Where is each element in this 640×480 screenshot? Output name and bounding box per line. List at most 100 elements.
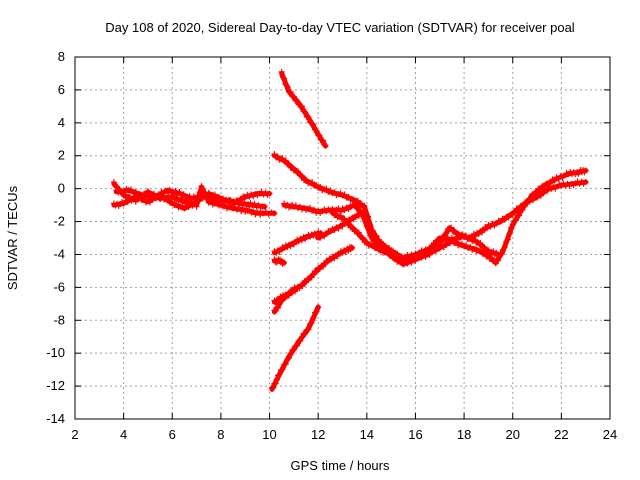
data-point — [355, 205, 362, 212]
data-point — [477, 247, 484, 254]
y-tick-label: -8 — [53, 312, 65, 327]
data-point — [359, 234, 366, 241]
data-point — [358, 200, 365, 207]
series-arc-m — [268, 304, 322, 392]
data-point — [392, 252, 399, 259]
data-point — [271, 210, 278, 217]
data-point — [428, 243, 435, 250]
y-axis-label: SDTVAR / TECUs — [5, 185, 20, 290]
data-point — [272, 307, 279, 314]
y-tick-label: -10 — [46, 345, 65, 360]
x-tick-label: 12 — [311, 427, 325, 442]
x-tick-label: 16 — [408, 427, 422, 442]
data-point — [302, 109, 309, 116]
data-point — [290, 346, 297, 353]
data-point — [287, 88, 294, 95]
data-point — [358, 210, 365, 217]
data-point — [271, 151, 278, 158]
data-point — [321, 141, 328, 148]
data-point — [495, 257, 502, 264]
data-point — [310, 121, 317, 128]
data-point — [361, 202, 368, 209]
x-tick-label: 4 — [120, 427, 127, 442]
data-point — [313, 127, 320, 134]
data-point — [305, 326, 312, 333]
data-point — [173, 201, 180, 208]
data-point — [310, 271, 317, 278]
data-point — [276, 371, 283, 378]
data-point — [320, 137, 327, 144]
data-point — [298, 237, 305, 244]
y-tick-label: 0 — [58, 181, 65, 196]
data-point — [281, 259, 288, 266]
x-tick-label: 24 — [603, 427, 617, 442]
data-point — [373, 232, 380, 239]
data-point — [333, 211, 340, 218]
data-point — [305, 276, 312, 283]
data-point — [509, 221, 516, 228]
data-point — [294, 98, 301, 105]
data-point — [448, 224, 455, 231]
series-arc-k — [271, 244, 356, 315]
data-point — [544, 187, 551, 194]
data-point — [282, 157, 289, 164]
series-trace — [271, 245, 355, 315]
data-point — [527, 196, 534, 203]
data-point — [388, 249, 395, 256]
series-trace — [281, 168, 589, 267]
data-point — [278, 68, 285, 75]
data-point — [365, 225, 372, 232]
data-point — [275, 372, 282, 379]
data-point — [294, 342, 301, 349]
data-point — [362, 216, 369, 223]
y-tick-label: 8 — [58, 49, 65, 64]
data-point — [276, 301, 283, 308]
axis-ticks: 2 4 6 8 10 12 14 16 18 20 22 2486420-2-4-6-8-10-12-… — [46, 49, 617, 442]
series-arc-f — [281, 167, 589, 268]
data-point — [110, 179, 117, 186]
x-tick-label: 8 — [217, 427, 224, 442]
series-arc-g — [329, 208, 502, 263]
data-point — [477, 239, 484, 246]
data-point — [463, 232, 470, 239]
data-point — [303, 176, 310, 183]
x-tick-label: 18 — [457, 427, 471, 442]
data-point — [495, 251, 502, 258]
data-point — [492, 260, 499, 267]
data-point — [368, 234, 375, 241]
y-tick-label: -4 — [53, 246, 65, 261]
chart-title: Day 108 of 2020, Sidereal Day-to-day VTE… — [105, 20, 575, 35]
data-point — [298, 172, 305, 179]
data-point — [287, 351, 294, 358]
data-point — [198, 183, 205, 190]
grid — [75, 57, 610, 419]
data-point — [290, 93, 297, 100]
data-point — [169, 198, 176, 205]
data-point — [317, 230, 324, 237]
data-point — [349, 224, 356, 231]
series-arc-j — [271, 256, 288, 267]
data-point — [176, 188, 183, 195]
data-point — [365, 213, 372, 220]
data-point — [533, 188, 540, 195]
data-point — [551, 177, 558, 184]
data-point — [378, 246, 385, 253]
data-point — [582, 167, 589, 174]
y-tick-label: -2 — [53, 214, 65, 229]
data-point — [281, 75, 288, 82]
data-point — [261, 203, 268, 210]
data-point — [294, 168, 301, 175]
data-point — [205, 189, 212, 196]
y-tick-label: 2 — [58, 148, 65, 163]
x-tick-label: 22 — [554, 427, 568, 442]
data-point — [204, 192, 211, 199]
data-point — [308, 319, 315, 326]
data-point — [211, 191, 218, 198]
data-point — [345, 193, 352, 200]
data-point — [173, 194, 180, 201]
data-point — [284, 83, 291, 90]
data-point — [316, 132, 323, 139]
data-points — [110, 68, 589, 392]
data-point — [208, 195, 215, 202]
data-point — [329, 208, 336, 215]
